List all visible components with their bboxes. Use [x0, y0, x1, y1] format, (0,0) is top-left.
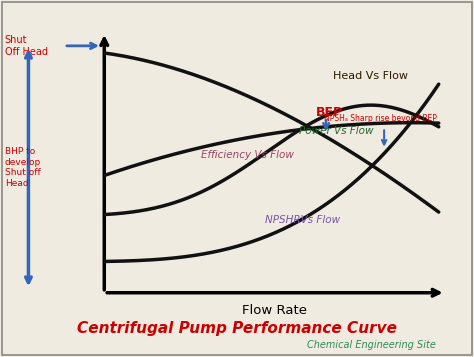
Text: Shut
Off Head: Shut Off Head: [5, 35, 48, 57]
Text: Efficiency Vs Flow: Efficiency Vs Flow: [201, 150, 294, 160]
Text: Head Vs Flow: Head Vs Flow: [333, 71, 408, 81]
Text: BHP to
develop
Shut off
Head: BHP to develop Shut off Head: [5, 147, 41, 188]
Text: NPSHRVs Flow: NPSHRVs Flow: [264, 215, 340, 225]
Text: Centrifugal Pump Performance Curve: Centrifugal Pump Performance Curve: [77, 321, 397, 336]
Text: BEP: BEP: [316, 106, 343, 119]
Text: Power Vs Flow: Power Vs Flow: [299, 126, 374, 136]
Text: NPSHₐ Sharp rise beyond BEP: NPSHₐ Sharp rise beyond BEP: [324, 115, 437, 124]
Text: Chemical Engineering Site: Chemical Engineering Site: [307, 340, 436, 350]
Text: Flow Rate: Flow Rate: [242, 305, 308, 317]
